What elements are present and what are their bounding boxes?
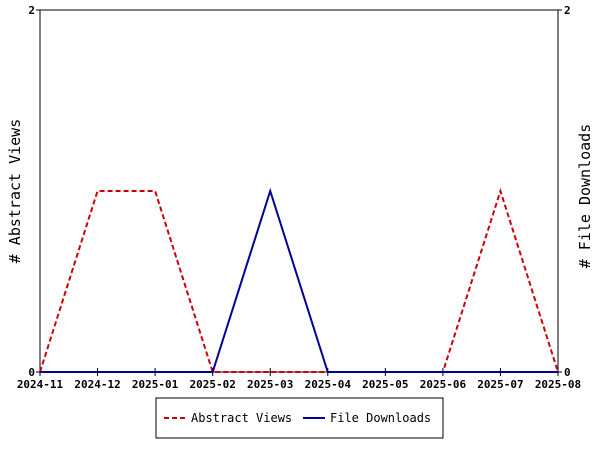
series-line-abstract-views [39, 187, 559, 373]
y2-tick-label-0: 0 [564, 366, 571, 379]
x-tick-label-2025-02: 2025-02 [189, 378, 235, 391]
series-layer [39, 187, 559, 373]
legend-label-file-downloads: File Downloads [330, 411, 431, 425]
x-tick-label-2024-12: 2024-12 [74, 378, 120, 391]
x-axis: 2024-11 2024-12 2025-01 2025-02 2025-03 2025-… [17, 368, 581, 391]
x-tick-label-2025-08: 2025-08 [535, 378, 581, 391]
series-line-file-downloads [40, 187, 558, 373]
x-tick-label-2025-06: 2025-06 [420, 378, 467, 391]
y2-tick-label-2: 2 [564, 4, 571, 17]
legend-box [155, 397, 444, 439]
legend-label-abstract-views: Abstract Views [191, 411, 292, 425]
x-tick-label-2025-04: 2025-04 [305, 378, 352, 391]
y-axis-left: 02 [28, 4, 40, 379]
legend: Abstract Views File Downloads [155, 397, 444, 439]
x-tick-label-2025-05: 2025-05 [362, 378, 408, 391]
x-tick-label-2025-01: 2025-01 [132, 378, 179, 391]
y-tick-label-2: 2 [28, 4, 35, 17]
y-axis-title: # Abstract Views [6, 119, 24, 264]
x-tick-label-2025-03: 2025-03 [247, 378, 293, 391]
y-tick-label-0: 0 [28, 366, 35, 379]
x-tick-label-2025-07: 2025-07 [477, 378, 523, 391]
x-tick-label-2024-11: 2024-11 [17, 378, 64, 391]
y2-axis-title: # File Downloads [576, 124, 594, 269]
y-axis-right: 02 [558, 4, 571, 379]
